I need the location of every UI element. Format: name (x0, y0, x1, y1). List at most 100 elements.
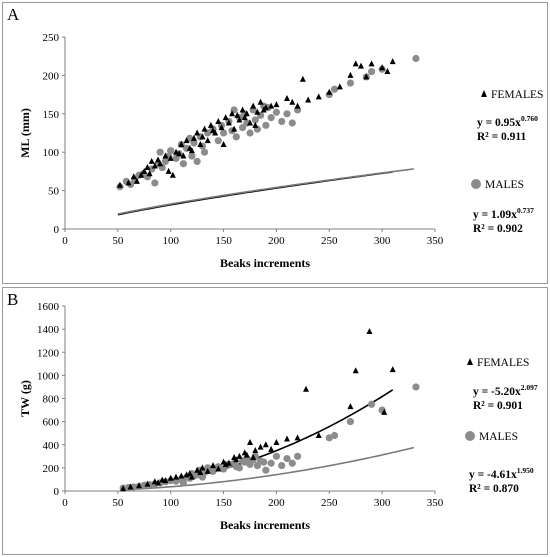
data-point-female (303, 385, 310, 392)
x-tick-label: 300 (374, 235, 391, 247)
data-point-female (204, 467, 211, 474)
fit-exponent: 1.950 (516, 466, 534, 475)
data-point-male (330, 431, 339, 440)
x-tick-label: 150 (215, 235, 232, 247)
y-tick-label: 400 (43, 440, 60, 452)
data-point-male (179, 160, 187, 168)
data-point-female (155, 156, 162, 163)
y-tick-label: 50 (48, 186, 60, 198)
x-tick-label: 200 (268, 235, 285, 247)
data-point-male (179, 479, 187, 487)
legend-males: MALES (465, 431, 518, 443)
data-point-female (215, 117, 222, 124)
data-point-female (167, 474, 174, 481)
fit-annotation-males: y = 1.09x0.737 R² = 0.902 (473, 204, 534, 236)
data-point-female (326, 88, 333, 95)
data-point-female (199, 133, 206, 140)
data-point-male (283, 455, 291, 463)
data-point-male (167, 147, 175, 155)
data-point-male (219, 129, 228, 137)
y-tick-label: 150 (43, 109, 60, 121)
data-point-female (389, 366, 396, 373)
y-tick-label: 200 (43, 463, 60, 475)
data-point-female (284, 94, 290, 101)
data-point-female (347, 71, 354, 78)
data-point-female (368, 60, 375, 67)
data-point-female (289, 98, 296, 105)
triangle-marker-icon (481, 90, 487, 97)
data-point-male (262, 121, 270, 129)
data-point-female (225, 119, 232, 126)
data-point-male (293, 452, 302, 460)
data-point-male (188, 152, 196, 160)
data-point-female (236, 116, 243, 123)
circle-marker-icon (471, 179, 481, 189)
data-point-female (257, 443, 264, 450)
data-point-female (262, 104, 269, 111)
chart-a-plot: 0 50 100 150 200 250 300 350 0 50 100 150 200 250 Beak… (18, 32, 444, 270)
data-point-female (194, 129, 201, 136)
data-point-female (299, 75, 306, 82)
data-point-female (141, 167, 148, 174)
y-tick-label: 1000 (37, 370, 60, 382)
data-point-female (130, 173, 137, 180)
data-point-female (199, 464, 206, 471)
data-point-female (257, 98, 264, 105)
data-point-male (219, 465, 228, 473)
data-point-male (156, 148, 164, 156)
data-point-female (180, 152, 187, 159)
fit-equation: y = -4.61x (469, 469, 517, 481)
data-point-female (197, 141, 204, 148)
x-tick-label: 100 (162, 497, 179, 509)
legend-males: MALES (471, 179, 524, 191)
data-point-female (379, 64, 386, 71)
data-point-female (165, 167, 172, 174)
fit-equation: y = -5.20x (473, 386, 521, 398)
fit-r2: R² = 0.901 (473, 400, 523, 412)
data-point-female (347, 403, 354, 410)
data-point-female (167, 154, 174, 161)
data-point-female (220, 141, 227, 148)
data-point-female (268, 102, 275, 109)
chart-b-plot: 0 50 100 150 200 250 300 350 0 200 400 600 800 1000 12… (18, 301, 444, 532)
data-point-male (209, 467, 217, 475)
data-point-female (241, 114, 248, 121)
data-point-female (294, 102, 301, 109)
data-point-female (133, 177, 140, 184)
data-point-male (288, 119, 296, 127)
data-point-male (267, 459, 275, 467)
data-point-female (146, 170, 153, 177)
data-point-female (233, 456, 240, 463)
fit-exponent: 0.737 (516, 206, 534, 215)
data-point-male (239, 124, 247, 132)
data-point-female (120, 485, 127, 492)
legend-females: FEMALES (467, 357, 529, 369)
data-point-female (247, 438, 253, 445)
data-point-female (197, 469, 204, 475)
data-point-female (116, 181, 123, 188)
data-point-female (207, 121, 214, 128)
data-point-male (151, 179, 159, 187)
data-point-male (278, 117, 286, 126)
fit-curve-males (117, 168, 414, 215)
data-point-female (176, 150, 183, 157)
data-point-male (262, 466, 270, 474)
data-point-female (229, 110, 236, 117)
data-point-male (272, 108, 281, 116)
x-tick-label: 250 (321, 235, 338, 247)
data-point-female (381, 408, 388, 415)
data-point-female (162, 152, 169, 159)
y-tick-label: 0 (54, 224, 60, 236)
data-point-female (389, 58, 396, 65)
data-point-female (231, 125, 238, 132)
data-point-female (239, 106, 246, 113)
y-tick-label: 100 (43, 147, 60, 159)
legend-label: MALES (485, 179, 524, 191)
data-point-female (315, 432, 322, 438)
data-point-female (250, 102, 257, 109)
x-tick-label: 50 (112, 235, 124, 247)
data-point-male (346, 79, 355, 87)
x-tick-label: 50 (112, 497, 124, 509)
chart-panel-b: B 0 50 100 150 200 250 300 350 0 200 400 600 800 1000… (2, 287, 548, 555)
data-point-female (144, 480, 151, 487)
